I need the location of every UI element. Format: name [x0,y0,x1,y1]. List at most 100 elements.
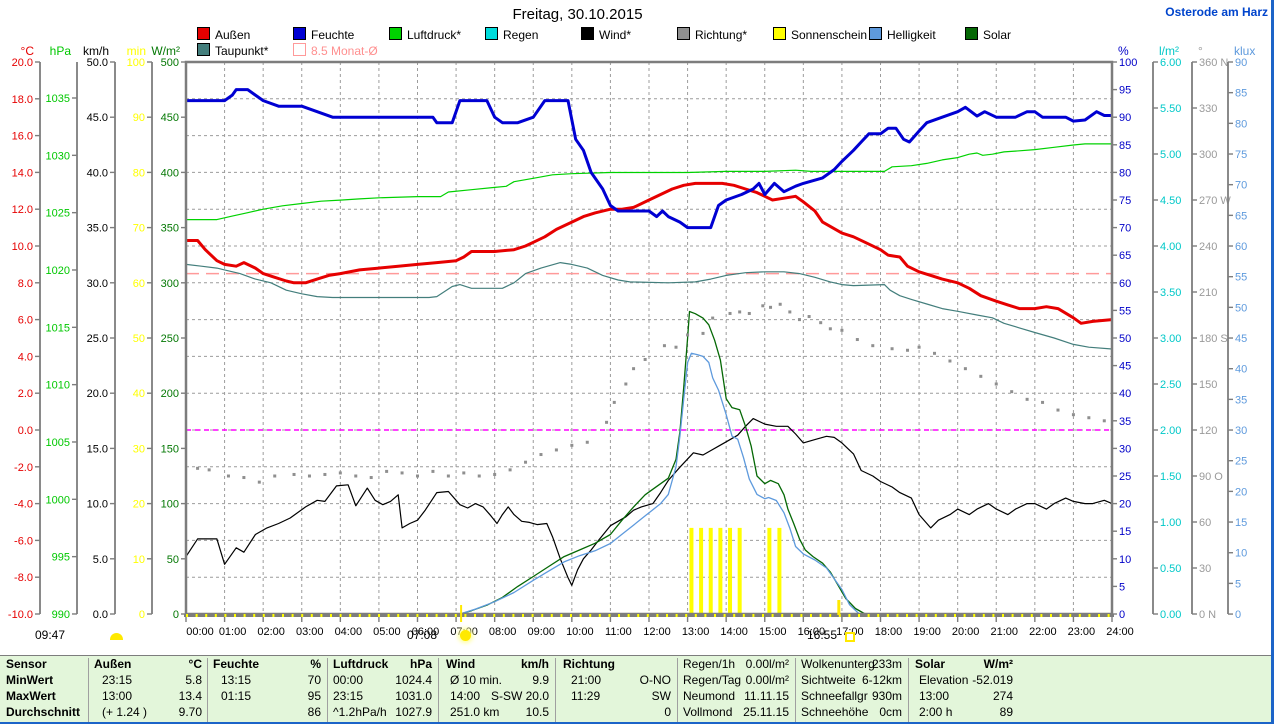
table-row: 13:00 13.4 [94,688,204,704]
legend-label: Solar [983,28,1012,42]
x-tick-label: 18:00 [875,626,903,638]
table-separator [207,658,208,723]
table-cell-value: 233m [871,657,902,671]
table-row: 13:00 274 [915,688,1015,704]
svg-text:10.0: 10.0 [87,499,108,511]
table-row-label: Sensor [6,656,86,672]
svg-text:35.0: 35.0 [87,223,108,235]
table-cell: MinWert [6,673,54,687]
axis-kmh: 50.0 45.0 40.0 35.0 30.0 25.0 20.0 15.0 10.0 5.0 0… [83,44,116,621]
table-cell-value: km/h [520,657,549,671]
svg-text:1035: 1035 [46,93,70,105]
svg-text:1010: 1010 [46,380,70,392]
x-tick-label: 19:00 [913,626,941,638]
x-tick-label: 01:00 [219,626,247,638]
svg-text:60: 60 [1119,278,1131,290]
x-tick-label: 24:00 [1106,626,1134,638]
sunset-time: 16:55 [807,628,838,642]
svg-text:80: 80 [1235,118,1247,130]
svg-text:60: 60 [133,278,145,290]
svg-text:-6.0: -6.0 [14,535,33,547]
table-row: Schneehöhe 0cm [801,704,904,720]
x-tick-label: 03:00 [296,626,324,638]
svg-text:250: 250 [161,333,179,345]
table-cell-value: 13.4 [178,689,202,703]
x-tick-label: 08:00 [489,626,517,638]
svg-text:400: 400 [161,167,179,179]
table-cell-label: 13:00 [102,689,133,703]
legend-label: Taupunkt* [215,44,269,58]
svg-text:40: 40 [133,388,145,400]
legend-item-solar: Solar [965,27,1012,42]
svg-text:5.00: 5.00 [1160,149,1181,161]
table-row: Solar W/m² [915,656,1015,672]
table-cell-value: 0.00l/m² [745,657,789,671]
svg-text:3.50: 3.50 [1160,287,1181,299]
svg-text:50: 50 [1235,302,1247,314]
table-cell-value: 5.8 [185,673,202,687]
svg-text:1.00: 1.00 [1160,517,1181,529]
station-name: Osterode am Harz [1165,5,1268,19]
table-column-richtung: Richtung 21:00 O-NO 11:29 SW 0 [563,656,673,724]
table-cell-label: 23:15 [333,689,364,703]
legend-item-taupunkt: Taupunkt* [197,43,269,58]
legend-label: Wind* [599,28,632,42]
svg-text:0.00: 0.00 [1160,609,1181,621]
svg-text:10.0: 10.0 [12,241,33,253]
svg-text:30.0: 30.0 [87,278,108,290]
svg-text:16.0: 16.0 [12,131,33,143]
table-cell-label: 01:15 [221,689,252,703]
table-cell-label: Regen/1h [683,657,736,671]
table-row: ^1.2hPa/h 1027.9 [333,704,434,720]
legend-item-luftdruck: Luftdruck* [389,27,461,42]
sunset-axis-mark [837,600,841,615]
table-row: 14:00 S-SW 20.0 [446,688,551,704]
table-cell-label: Richtung [563,657,615,671]
svg-text:14.0: 14.0 [12,167,33,179]
svg-text:90: 90 [1235,57,1247,69]
table-separator [795,658,796,723]
table-row-label: MaxWert [6,688,86,704]
table-cell-value: % [310,657,321,671]
svg-text:75: 75 [1235,149,1247,161]
table-cell-label: Vollmond [683,705,733,719]
svg-text:0.50: 0.50 [1160,563,1181,575]
x-tick-label: 00:00 [186,626,214,638]
axis-unit-label: W/m² [151,44,180,58]
table-row: Feuchte% [213,656,323,672]
svg-text:25: 25 [1119,471,1131,483]
table-row: Luftdruck hPa [333,656,434,672]
table-row: Wind km/h [446,656,551,672]
svg-text:65: 65 [1235,210,1247,222]
legend-item-wind: Wind* [581,27,632,42]
x-tick-label: 11:00 [605,626,632,638]
weather-chart[interactable]: 20.0 18.0 16.0 14.0 12.0 10.0 8.0 6.0 4.0 2.0 0.0 -… [0,0,1274,652]
svg-text:6.00: 6.00 [1160,57,1181,69]
svg-text:0.0: 0.0 [18,425,33,437]
legend-label: Regen [503,28,539,42]
svg-text:20: 20 [1235,486,1247,498]
svg-text:4.50: 4.50 [1160,195,1181,207]
table-separator [438,658,439,723]
svg-text:10: 10 [1119,554,1131,566]
table-row: Regen/Tag 0.00l/m² [683,672,791,688]
table-cell-label: 14:00 [450,689,481,703]
svg-text:150: 150 [161,443,179,455]
svg-text:50: 50 [133,333,145,345]
svg-text:15.0: 15.0 [87,443,108,455]
table-cell-label: Sichtweite [801,673,856,687]
svg-text:15: 15 [1235,517,1247,529]
svg-text:4.0: 4.0 [18,351,33,363]
table-row: (+ 1.24 ) 9.70 [94,704,204,720]
table-cell-value: hPa [409,657,432,671]
table-row: Wolkenunterg 233m [801,656,904,672]
svg-text:80: 80 [133,167,145,179]
svg-text:50: 50 [167,554,179,566]
legend-item-auen: Außen [197,27,250,42]
svg-text:120: 120 [1199,425,1217,437]
table-cell-label: Wind [446,657,476,671]
legend-item-sonnenschein: Sonnenschein [773,27,867,42]
svg-text:45: 45 [1119,361,1131,373]
svg-text:1015: 1015 [46,322,70,334]
